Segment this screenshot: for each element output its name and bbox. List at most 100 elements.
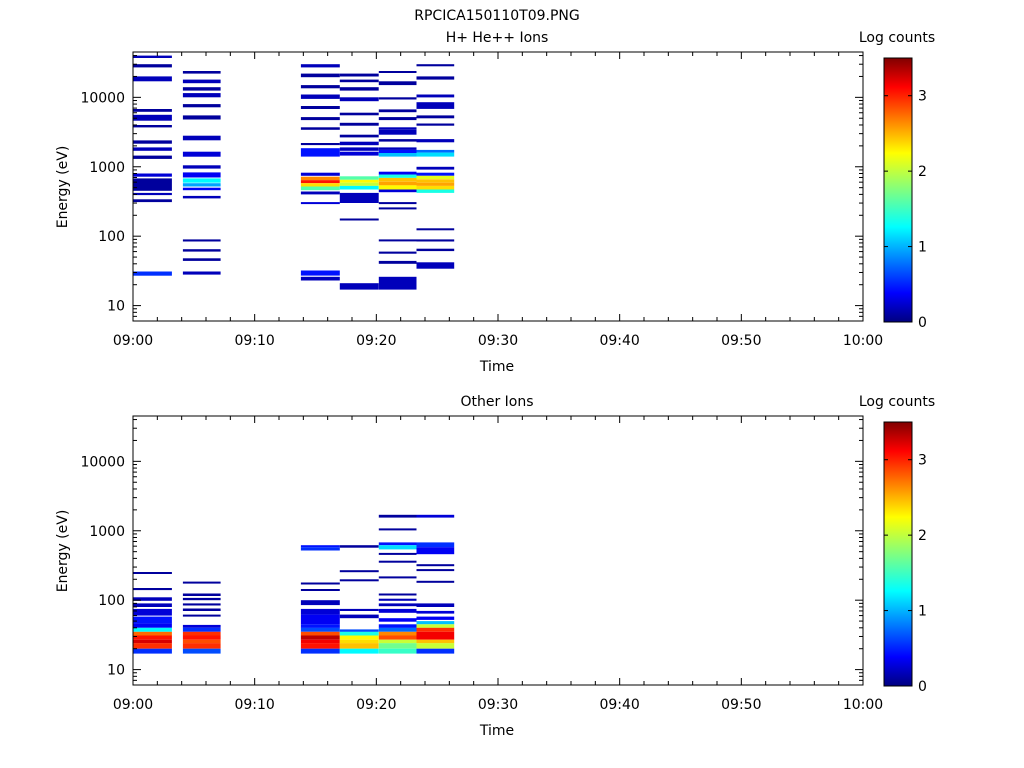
y-tick-label: 10 bbox=[107, 299, 125, 315]
y-tick-label: 1000 bbox=[89, 524, 125, 540]
heatmap-cell bbox=[300, 73, 340, 78]
heatmap-cell bbox=[378, 81, 417, 86]
colorbar bbox=[883, 57, 913, 323]
heatmap-cell bbox=[300, 183, 340, 187]
heatmap-cell bbox=[133, 114, 172, 121]
heatmap-cell bbox=[378, 643, 417, 649]
heatmap-cell bbox=[378, 631, 417, 636]
heatmap-cell bbox=[133, 55, 172, 58]
heatmap-cell bbox=[416, 631, 455, 636]
heatmap-cell bbox=[339, 112, 379, 116]
heatmap-cell bbox=[416, 635, 455, 640]
heatmap-cell bbox=[378, 129, 417, 135]
heatmap-cell bbox=[182, 635, 221, 640]
heatmap-cell bbox=[339, 579, 379, 582]
heatmap-cell bbox=[378, 174, 417, 178]
heatmap-cell bbox=[300, 627, 340, 632]
heatmap-cell bbox=[339, 134, 379, 138]
heatmap-cell bbox=[416, 648, 455, 654]
x-tick-label: 10:00 bbox=[843, 697, 883, 713]
panel-other-ions: Other Ions 09:00 09:10 09:20 09:30 09:40 09:5… bbox=[55, 394, 935, 739]
heatmap-cell bbox=[378, 202, 417, 205]
heatmap-cell bbox=[300, 648, 340, 654]
plot-frame bbox=[132, 415, 864, 686]
heatmap-cell bbox=[133, 271, 172, 276]
colorbar-ticks: 0 1 2 3 bbox=[884, 89, 927, 331]
heatmap-cell bbox=[182, 608, 221, 611]
heatmap-cell bbox=[378, 109, 417, 113]
heatmap-cell bbox=[182, 115, 221, 120]
heatmap-cell bbox=[339, 283, 379, 290]
axes: 09:00 09:10 09:20 09:30 09:40 09:50 10:00 10 100… bbox=[80, 416, 883, 713]
heatmap-cell bbox=[416, 616, 455, 620]
heatmap-cell bbox=[416, 64, 455, 67]
x-tick-label: 09:20 bbox=[356, 697, 396, 713]
figure-title: RPCICA150110T09.PNG bbox=[414, 8, 579, 24]
heatmap-cell bbox=[378, 542, 417, 546]
heatmap-cell bbox=[378, 618, 417, 622]
panel-title: H+ He++ Ions bbox=[446, 30, 549, 46]
heatmap-cell bbox=[416, 639, 455, 644]
heatmap-cell bbox=[378, 552, 417, 555]
heatmap-cell bbox=[300, 176, 340, 181]
heatmap-cell bbox=[416, 248, 455, 252]
heatmap-cell bbox=[133, 631, 172, 636]
y-tick-label: 10000 bbox=[80, 454, 125, 470]
heatmap-cell bbox=[378, 139, 417, 142]
heatmap-cell bbox=[133, 643, 172, 649]
heatmap-cell bbox=[182, 603, 221, 606]
heatmap-cell bbox=[300, 186, 340, 191]
heatmap-cell bbox=[339, 608, 379, 611]
heatmap-cell bbox=[300, 643, 340, 649]
heatmap-cell bbox=[378, 149, 417, 153]
heatmap-cell bbox=[378, 260, 417, 264]
heatmap-cell bbox=[182, 581, 221, 584]
heatmap-cell bbox=[416, 139, 455, 143]
x-axis-label: Time bbox=[479, 723, 514, 739]
x-tick-label: 09:30 bbox=[478, 697, 518, 713]
heatmap-cell bbox=[182, 165, 221, 169]
heatmap-cell bbox=[339, 643, 379, 649]
heatmap-cell bbox=[416, 564, 455, 567]
heatmap-cell bbox=[133, 178, 172, 191]
colorbar-tick-label: 3 bbox=[918, 89, 927, 105]
heatmap-cell bbox=[378, 276, 417, 290]
axes: 09:00 09:10 09:20 09:30 09:40 09:50 10:00 10 100… bbox=[80, 52, 883, 349]
heatmap-cell bbox=[182, 249, 221, 252]
y-tick-label: 100 bbox=[98, 593, 125, 609]
heatmap-cell bbox=[300, 608, 340, 615]
heatmap-cell bbox=[133, 109, 172, 112]
heatmap-cell bbox=[300, 202, 340, 205]
x-tick-label: 09:10 bbox=[234, 333, 274, 349]
heatmap-cell bbox=[339, 648, 379, 654]
heatmap-cell bbox=[339, 614, 379, 619]
heatmap-cell bbox=[133, 125, 172, 128]
heatmap-cell bbox=[182, 597, 221, 601]
heatmap-cell bbox=[378, 181, 417, 186]
colorbar-label: Log counts bbox=[859, 30, 935, 46]
x-tick-label: 09:10 bbox=[234, 697, 274, 713]
heatmap-cell bbox=[300, 624, 340, 628]
heatmap-cell bbox=[378, 603, 417, 607]
heatmap-cell bbox=[300, 639, 340, 644]
panel-h-he-ions: H+ He++ Ions 09:00 09:10 09:20 09:30 09:40 09… bbox=[55, 30, 935, 375]
heatmap-cell bbox=[416, 610, 455, 614]
heatmap-cell bbox=[133, 648, 172, 654]
heatmap-cell bbox=[182, 178, 221, 183]
heatmap-cell bbox=[416, 569, 455, 572]
heatmap-cell bbox=[416, 175, 455, 180]
heatmap-cell bbox=[339, 218, 379, 221]
heatmap-cell bbox=[378, 635, 417, 640]
colorbar-tick-label: 1 bbox=[918, 604, 927, 620]
heatmap-cell bbox=[416, 189, 455, 193]
heatmap-cells bbox=[133, 514, 455, 654]
x-tick-label: 09:00 bbox=[113, 333, 153, 349]
heatmap-cell bbox=[416, 547, 455, 555]
heatmap-cell bbox=[416, 172, 455, 176]
heatmap-cell bbox=[300, 635, 340, 640]
heatmap-cell bbox=[300, 276, 340, 281]
heatmap-cell bbox=[133, 635, 172, 640]
colorbar-tick-label: 2 bbox=[918, 164, 927, 180]
heatmap-cell bbox=[300, 191, 340, 195]
